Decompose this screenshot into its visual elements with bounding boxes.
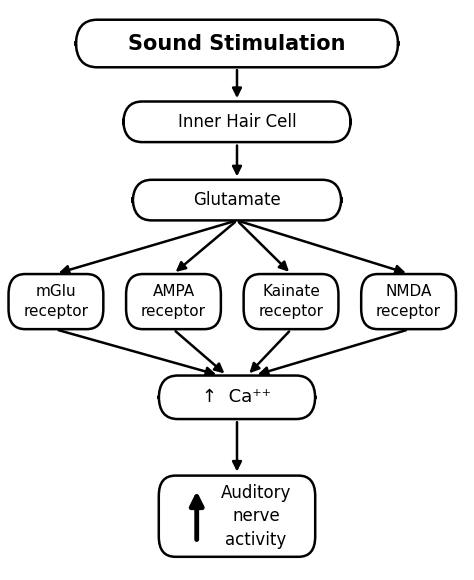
FancyBboxPatch shape	[159, 376, 315, 419]
Text: Auditory
nerve
activity: Auditory nerve activity	[221, 484, 291, 549]
Text: Kainate
receptor: Kainate receptor	[258, 285, 324, 318]
FancyBboxPatch shape	[76, 20, 398, 67]
FancyBboxPatch shape	[123, 102, 351, 142]
FancyBboxPatch shape	[133, 180, 341, 220]
Text: Sound Stimulation: Sound Stimulation	[128, 34, 346, 53]
Text: Glutamate: Glutamate	[193, 191, 281, 209]
Text: ↑  Ca⁺⁺: ↑ Ca⁺⁺	[202, 388, 272, 407]
Text: mGlu
receptor: mGlu receptor	[23, 285, 89, 318]
Text: NMDA
receptor: NMDA receptor	[376, 285, 441, 318]
FancyBboxPatch shape	[244, 274, 338, 329]
FancyBboxPatch shape	[159, 476, 315, 557]
FancyBboxPatch shape	[9, 274, 103, 329]
FancyBboxPatch shape	[126, 274, 221, 329]
Text: AMPA
receptor: AMPA receptor	[141, 285, 206, 318]
FancyBboxPatch shape	[361, 274, 456, 329]
Text: Inner Hair Cell: Inner Hair Cell	[178, 113, 296, 131]
